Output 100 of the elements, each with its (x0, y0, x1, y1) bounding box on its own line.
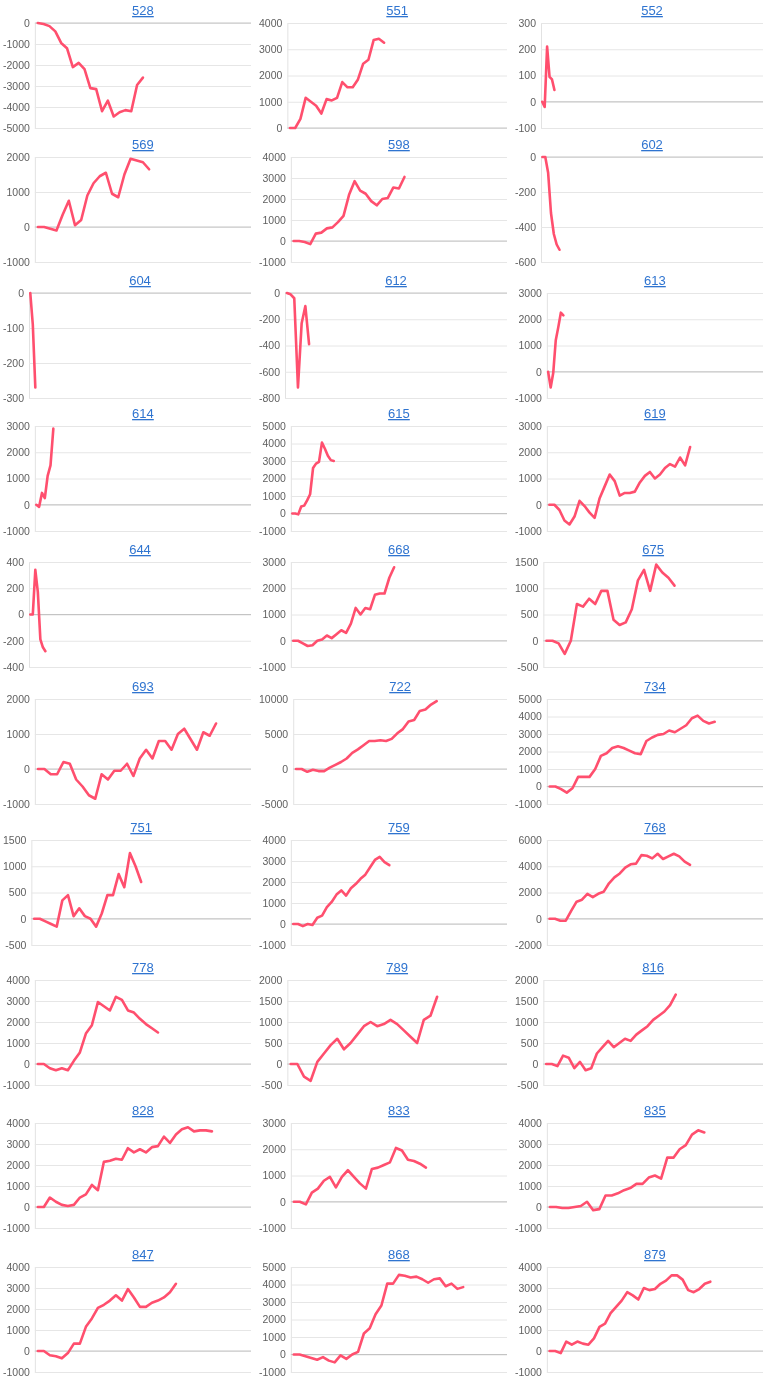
y-tick-label: 1000 (262, 489, 287, 502)
line-series (289, 995, 439, 1083)
y-tick-label: 1000 (259, 1015, 283, 1028)
y-tick-label: 1000 (518, 339, 543, 352)
y-tick-label: 4000 (262, 150, 287, 163)
y-tick-label: 5000 (264, 727, 289, 740)
y-tick-label: 0 (24, 1200, 31, 1213)
chart-title: 614 (132, 406, 154, 421)
y-tick-label: -1000 (259, 1365, 287, 1378)
line-series (36, 157, 151, 232)
y-tick-label: 0 (530, 150, 537, 163)
line-series (36, 722, 218, 801)
y-tick-label: 1000 (6, 1036, 31, 1049)
y-tick-label: 4000 (518, 710, 543, 723)
line-series (292, 175, 406, 246)
y-tick-label: 1500 (259, 994, 283, 1007)
chart-title: 552 (641, 3, 663, 18)
y-tick-label: 4000 (259, 16, 283, 29)
line-series (34, 427, 55, 509)
y-tick-label: -1000 (515, 391, 543, 404)
line-series (291, 855, 391, 928)
y-tick-label: 2000 (6, 150, 31, 163)
y-tick-label: 3000 (262, 854, 287, 867)
y-tick-label: -100 (515, 121, 537, 134)
y-tick-label: 0 (24, 16, 31, 29)
y-tick-label: 0 (532, 634, 539, 647)
chart-title: 816 (642, 960, 665, 975)
y-tick-label: 0 (274, 286, 281, 299)
line-series (292, 1146, 428, 1206)
y-tick-label: 0 (536, 912, 543, 925)
y-tick-label: 0 (536, 498, 543, 511)
y-tick-label: 1000 (262, 213, 287, 226)
y-tick-label: -300 (3, 391, 25, 404)
y-tick-label: -600 (515, 255, 537, 268)
y-tick-label: 1000 (262, 608, 287, 621)
y-tick-label: 1000 (262, 896, 287, 909)
y-tick-label: -400 (259, 339, 281, 352)
y-tick-label: 2000 (262, 472, 287, 485)
line-series (288, 37, 386, 130)
y-tick-label: 10000 (259, 692, 289, 705)
chart-title: 668 (388, 542, 410, 557)
y-tick-label: 1000 (262, 1330, 287, 1343)
y-tick-label: 0 (536, 780, 543, 793)
y-tick-label: 3000 (6, 994, 31, 1007)
y-tick-label: 3000 (518, 1281, 543, 1294)
line-series (548, 1129, 706, 1212)
line-series (36, 1282, 178, 1360)
y-tick-label: 3000 (6, 419, 31, 432)
y-tick-label: -200 (259, 313, 281, 326)
line-series (285, 291, 311, 389)
chart-title: 833 (388, 1103, 410, 1118)
y-tick-label: 0 (18, 286, 25, 299)
y-tick-label: 1500 (3, 833, 27, 846)
line-series (548, 1274, 712, 1355)
y-tick-label: -400 (3, 660, 25, 673)
y-tick-label: -200 (3, 634, 25, 647)
y-tick-label: 4000 (518, 860, 543, 873)
chart-title: 778 (132, 960, 154, 975)
y-tick-label: -1000 (3, 524, 31, 537)
y-tick-label: 1000 (518, 1323, 543, 1336)
y-tick-label: 2000 (262, 1143, 287, 1156)
y-tick-label: -1000 (259, 660, 287, 673)
y-tick-label: 200 (518, 43, 537, 56)
y-tick-label: 5000 (518, 692, 543, 705)
y-tick-label: 2000 (6, 1158, 31, 1171)
line-series (32, 851, 143, 928)
y-tick-label: 1500 (515, 555, 539, 568)
y-tick-label: 1000 (515, 1015, 539, 1028)
y-tick-label: 0 (24, 1344, 31, 1357)
y-tick-label: 1000 (262, 1169, 287, 1182)
y-tick-label: -5000 (261, 797, 289, 810)
chart-title: 612 (385, 273, 407, 288)
y-tick-label: 0 (280, 234, 287, 247)
y-tick-label: 4000 (6, 973, 31, 986)
y-tick-label: 2000 (6, 692, 31, 705)
y-tick-label: 3000 (6, 1281, 31, 1294)
y-tick-label: 2000 (259, 973, 283, 986)
y-tick-label: 1000 (6, 185, 31, 198)
y-tick-label: 3000 (518, 286, 543, 299)
y-tick-label: -800 (259, 391, 281, 404)
y-tick-label: -500 (5, 938, 27, 951)
y-tick-label: 0 (280, 1348, 287, 1361)
chart-title: 879 (644, 1247, 666, 1262)
y-tick-label: 100 (518, 69, 537, 82)
chart-title: 768 (644, 820, 666, 835)
y-tick-label: -1000 (259, 524, 287, 537)
y-tick-label: 0 (536, 365, 543, 378)
y-tick-label: -200 (515, 185, 537, 198)
chart-title: 868 (388, 1247, 410, 1262)
chart-title: 619 (644, 406, 666, 421)
y-tick-label: 2000 (515, 973, 539, 986)
y-tick-label: 0 (532, 1057, 539, 1070)
y-tick-label: 3000 (518, 419, 543, 432)
line-series (36, 21, 145, 118)
y-tick-label: 500 (8, 886, 27, 899)
y-tick-label: 2000 (262, 875, 287, 888)
y-tick-label: -500 (517, 660, 539, 673)
y-tick-label: 500 (520, 1036, 539, 1049)
chart-title: 722 (389, 679, 411, 694)
y-tick-label: -400 (515, 220, 537, 233)
